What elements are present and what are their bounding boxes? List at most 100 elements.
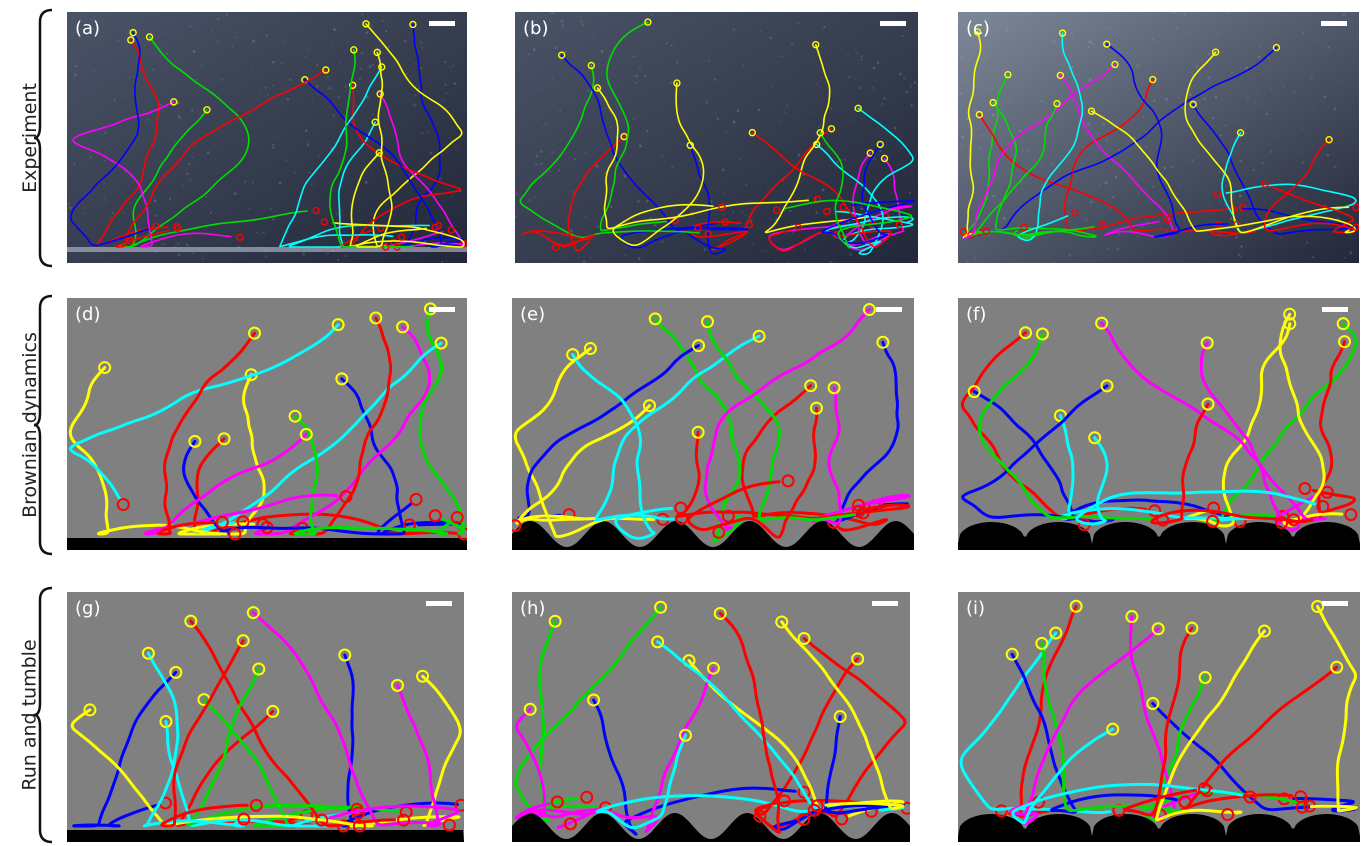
start-marker xyxy=(880,154,889,163)
trajectory xyxy=(764,43,878,234)
trajectory xyxy=(780,620,905,811)
start-marker xyxy=(390,678,404,692)
start-marker xyxy=(409,20,417,29)
trajectory xyxy=(1199,341,1321,532)
start-marker xyxy=(1236,129,1245,137)
end-marker xyxy=(173,224,182,233)
start-marker xyxy=(775,615,789,629)
trajectory xyxy=(293,414,453,536)
end-marker xyxy=(959,228,968,236)
trajectory xyxy=(115,69,327,248)
trajectory xyxy=(328,683,460,828)
start-marker xyxy=(1095,316,1109,330)
panel-g: (g) xyxy=(67,592,464,842)
end-marker xyxy=(982,227,991,235)
panel-c: (c) xyxy=(958,12,1359,263)
simulation-background xyxy=(67,298,467,550)
start-marker xyxy=(331,318,345,332)
start-marker xyxy=(369,311,383,325)
end-marker xyxy=(1261,180,1269,188)
start-marker xyxy=(523,702,537,716)
start-marker xyxy=(642,399,656,413)
trajectory xyxy=(129,109,308,248)
start-marker xyxy=(1338,335,1352,349)
start-marker xyxy=(812,40,820,49)
trajectory xyxy=(1221,132,1357,234)
end-marker xyxy=(839,203,847,212)
trajectory xyxy=(365,23,463,247)
start-marker xyxy=(338,648,352,662)
trajectory xyxy=(571,353,674,540)
start-marker xyxy=(1151,622,1165,636)
end-marker xyxy=(442,818,456,832)
start-marker xyxy=(252,662,266,676)
panel-image xyxy=(67,12,467,263)
end-marker xyxy=(797,812,811,826)
end-marker xyxy=(753,809,767,823)
start-marker xyxy=(376,90,384,98)
panel-label: (i) xyxy=(966,598,986,619)
start-marker xyxy=(396,320,410,334)
scale-bar xyxy=(876,307,902,312)
trajectory xyxy=(653,317,744,543)
start-marker xyxy=(266,704,280,718)
start-marker xyxy=(159,715,173,729)
end-marker xyxy=(721,218,729,226)
trajectory xyxy=(977,332,1156,521)
start-marker xyxy=(373,48,381,57)
trajectory xyxy=(1184,51,1350,234)
start-marker xyxy=(973,28,982,36)
start-marker xyxy=(678,728,692,742)
trajectory xyxy=(703,308,871,531)
scale-bar xyxy=(426,601,452,606)
start-marker xyxy=(1125,610,1139,624)
trajectory xyxy=(592,698,797,836)
end-marker xyxy=(580,790,594,804)
panel-label: (f) xyxy=(966,304,987,325)
trajectory xyxy=(992,101,1097,239)
start-marker xyxy=(1035,636,1049,650)
start-marker xyxy=(188,434,202,448)
end-marker xyxy=(563,817,577,831)
end-marker xyxy=(777,794,791,808)
wall xyxy=(958,522,1360,550)
start-marker xyxy=(827,125,836,133)
end-marker xyxy=(454,798,464,812)
trajectory xyxy=(596,87,809,230)
panel-f: (f) xyxy=(958,298,1360,550)
end-marker xyxy=(807,803,821,817)
panel-e: (e) xyxy=(512,298,914,550)
trajectory xyxy=(68,366,228,536)
end-marker xyxy=(1221,808,1235,822)
trajectory xyxy=(521,135,625,252)
trajectory xyxy=(418,307,466,535)
start-marker xyxy=(170,98,178,106)
start-marker xyxy=(1272,43,1281,52)
end-marker xyxy=(352,819,366,833)
trajectory xyxy=(972,102,1058,237)
start-marker xyxy=(583,342,597,356)
start-marker xyxy=(83,703,97,717)
end-marker xyxy=(397,813,411,827)
start-marker xyxy=(876,140,884,149)
start-marker xyxy=(169,665,183,679)
start-marker xyxy=(1283,307,1297,321)
trajectory xyxy=(160,639,249,828)
panel-label: (h) xyxy=(520,598,546,619)
wall xyxy=(512,521,914,550)
start-marker xyxy=(434,336,448,350)
trajectory xyxy=(143,432,339,536)
trajectory xyxy=(772,715,905,832)
scale-bar xyxy=(429,21,455,26)
panel-b: (b) xyxy=(515,12,918,263)
trajectory xyxy=(1150,402,1314,525)
end-marker xyxy=(116,498,130,512)
panel-image xyxy=(67,298,467,550)
scale-bar xyxy=(872,601,898,606)
end-marker xyxy=(236,233,244,242)
start-marker xyxy=(1058,29,1067,37)
start-marker xyxy=(748,128,757,137)
start-marker xyxy=(1005,647,1019,661)
start-marker xyxy=(1103,40,1111,48)
trajectory xyxy=(340,377,462,536)
